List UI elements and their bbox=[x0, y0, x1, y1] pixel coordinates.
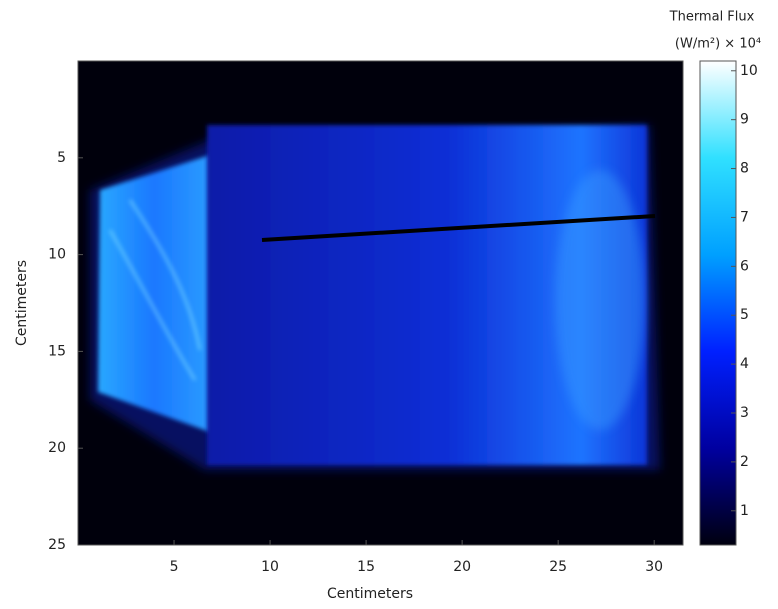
colorbar-title: Thermal Flux bbox=[669, 10, 755, 25]
colorbar-tick-label: 9 bbox=[740, 112, 749, 128]
y-tick-label: 25 bbox=[48, 537, 66, 553]
x-tick-label: 10 bbox=[261, 559, 279, 575]
x-tick-label: 25 bbox=[549, 559, 567, 575]
colorbar-unit: (W/m²) × 10⁴ bbox=[675, 37, 761, 52]
y-tick-label: 15 bbox=[48, 343, 66, 359]
page: {"chart_data": {"type": "heatmap", "xlab… bbox=[0, 0, 778, 609]
colorbar-tick-label: 4 bbox=[740, 356, 749, 372]
colorbar-tick-label: 6 bbox=[740, 258, 749, 274]
colorbar-tick-label: 2 bbox=[740, 454, 749, 470]
heatmap-image bbox=[78, 61, 683, 545]
colorbar bbox=[700, 61, 736, 545]
x-axis-label: Centimeters bbox=[327, 586, 413, 602]
colorbar-tick-label: 7 bbox=[740, 209, 749, 225]
y-tick-label: 10 bbox=[48, 247, 66, 263]
colorbar-tick-label: 8 bbox=[740, 161, 749, 177]
colorbar-tick-label: 1 bbox=[740, 503, 749, 519]
y-axis-label: Centimeters bbox=[14, 260, 30, 346]
x-tick-label: 15 bbox=[357, 559, 375, 575]
colorbar-tick-label: 3 bbox=[740, 405, 749, 421]
chart: Centimeters Centimeters Thermal Flux (W/… bbox=[0, 0, 778, 605]
colorbar-tick-label: 10 bbox=[740, 63, 758, 79]
x-tick-label: 30 bbox=[645, 559, 663, 575]
x-tick-label: 5 bbox=[170, 559, 179, 575]
colorbar-tick-label: 5 bbox=[740, 307, 749, 323]
y-tick-label: 5 bbox=[57, 150, 66, 166]
y-tick-label: 20 bbox=[48, 440, 66, 456]
x-tick-label: 20 bbox=[453, 559, 471, 575]
